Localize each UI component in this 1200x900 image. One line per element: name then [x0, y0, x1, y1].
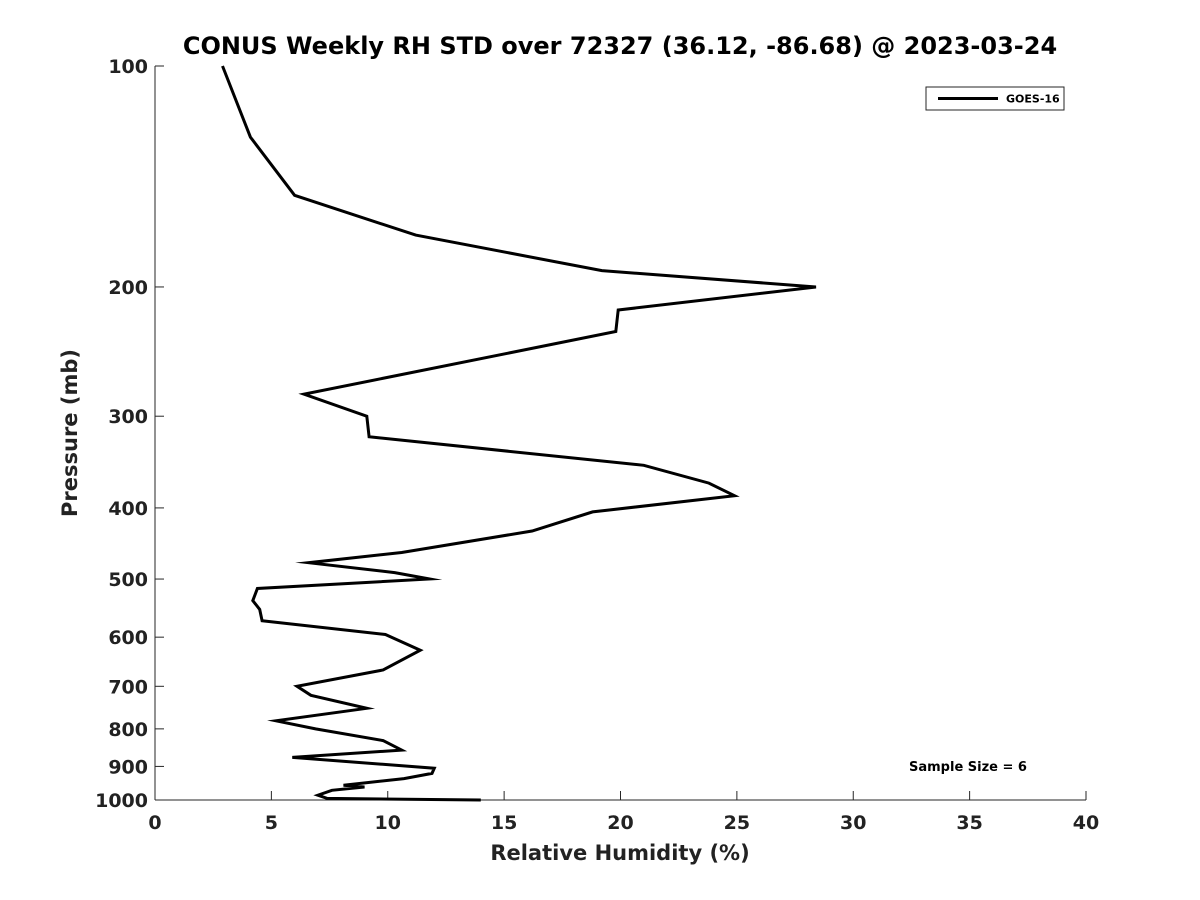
series-layer: [221, 65, 817, 802]
x-tick-label: 0: [148, 812, 161, 834]
x-axis-label: Relative Humidity (%): [490, 841, 749, 865]
y-tick-label: 200: [108, 277, 148, 299]
x-tick-label: 30: [840, 812, 866, 834]
legend: GOES-16: [925, 86, 1065, 111]
chart-title: CONUS Weekly RH STD over 72327 (36.12, -…: [183, 32, 1057, 60]
y-tick-label: 700: [108, 676, 148, 698]
x-tick-label: 35: [956, 812, 982, 834]
sample-size-annotation: Sample Size = 6: [909, 760, 1027, 775]
y-ticks: 100 200 300 400 500 600 700 800 900 1000: [95, 56, 164, 812]
x-tick-label: 40: [1073, 812, 1099, 834]
y-axis-label: Pressure (mb): [58, 349, 82, 517]
x-tick-label: 25: [724, 812, 750, 834]
y-tick-label: 600: [108, 627, 148, 649]
y-tick-label: 300: [108, 406, 148, 428]
y-tick-label: 500: [108, 569, 148, 591]
y-tick-label: 800: [108, 719, 148, 741]
series-line-goes-16: [221, 65, 817, 802]
x-tick-label: 5: [265, 812, 278, 834]
x-tick-label: 15: [491, 812, 517, 834]
y-tick-label: 400: [108, 498, 148, 520]
x-ticks: 0 5 10 15 20 25 30 35 40: [148, 791, 1099, 834]
y-tick-label: 100: [108, 56, 148, 78]
y-tick-label: 1000: [95, 790, 148, 812]
x-tick-label: 10: [375, 812, 401, 834]
x-tick-label: 20: [607, 812, 633, 834]
y-tick-label: 900: [108, 756, 148, 778]
legend-entry-goes-16: GOES-16: [1006, 93, 1060, 106]
